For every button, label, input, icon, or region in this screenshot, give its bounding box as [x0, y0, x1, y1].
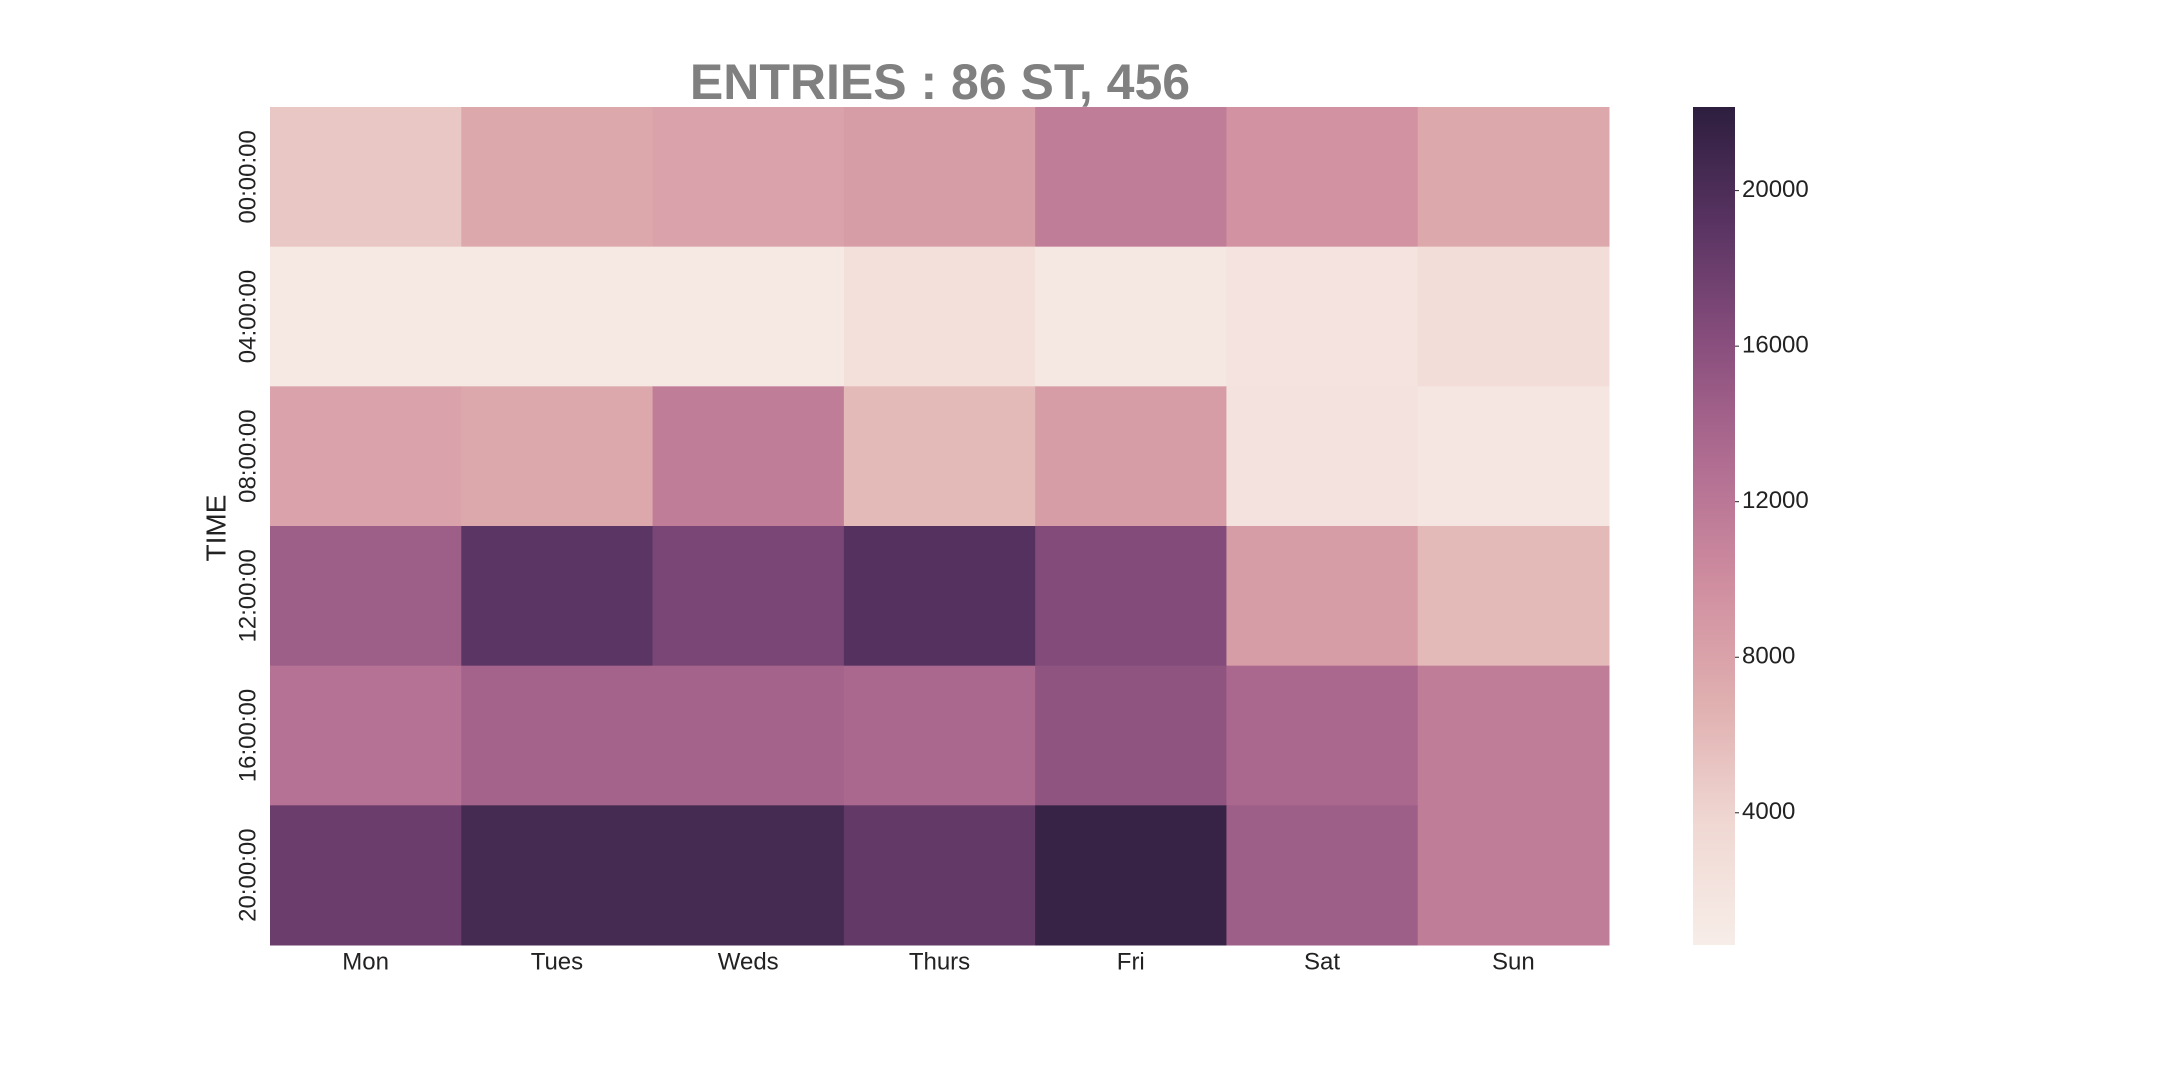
heat-cell [652, 665, 845, 806]
y-tick-label: 04:00:00 [234, 270, 261, 363]
heat-cell [1417, 805, 1610, 946]
heat-cell [270, 386, 462, 527]
y-axis-label: TIME [200, 495, 231, 562]
heat-cell [1417, 665, 1610, 806]
heat-cell [270, 665, 462, 806]
x-tick-label: Weds [718, 948, 779, 975]
colorbar-tick-label: 4000 [1742, 798, 1795, 825]
heat-cell [270, 526, 462, 667]
heat-cell [1035, 246, 1227, 387]
y-tick-label: 12:00:00 [234, 549, 261, 642]
heat-cell [461, 386, 654, 527]
colorbar-tick-label: 16000 [1742, 331, 1809, 358]
heat-cell [1226, 107, 1419, 248]
colorbar-tick-label: 12000 [1742, 487, 1809, 514]
heat-cell [1226, 526, 1419, 667]
colorbar-tick-label: 20000 [1742, 176, 1809, 203]
heat-cell [1035, 665, 1227, 806]
chart-title: ENTRIES : 86 ST, 456 [690, 54, 1190, 110]
heat-cell [843, 107, 1036, 248]
x-tick-label: Mon [342, 948, 389, 975]
heat-cell [270, 246, 462, 387]
heat-cell [1417, 246, 1610, 387]
heat-cell [652, 246, 845, 387]
heat-cell [461, 665, 654, 806]
heat-cell [1226, 386, 1419, 527]
heat-cell [843, 805, 1036, 946]
heat-cell [461, 526, 654, 667]
heat-cell [461, 805, 654, 946]
heat-cell [652, 805, 845, 946]
heat-cell [461, 246, 654, 387]
y-tick-label: 08:00:00 [234, 409, 261, 502]
y-tick-label: 00:00:00 [234, 130, 261, 223]
heat-cell [1226, 805, 1419, 946]
heat-cell [1417, 107, 1610, 248]
x-tick-label: Tues [531, 948, 583, 975]
heat-cell [1226, 246, 1419, 387]
y-tick-label: 20:00:00 [234, 828, 261, 921]
x-tick-label: Fri [1117, 948, 1145, 975]
colorbar-tick-label: 8000 [1742, 643, 1795, 670]
heat-cell [1226, 665, 1419, 806]
y-tick-label: 16:00:00 [234, 689, 261, 782]
heat-cell [461, 107, 654, 248]
x-tick-label: Sat [1304, 948, 1340, 975]
heat-cell [652, 107, 845, 248]
heat-cell [1417, 526, 1610, 667]
heat-cell [270, 805, 462, 946]
heat-cell [1035, 107, 1227, 248]
heat-cell [1035, 805, 1227, 946]
x-tick-label: Sun [1492, 948, 1535, 975]
heat-cell [843, 526, 1036, 667]
x-tick-label: Thurs [909, 948, 970, 975]
heat-cell [1035, 386, 1227, 527]
heat-cell [1035, 526, 1227, 667]
heat-cell [652, 386, 845, 527]
heat-cell [652, 526, 845, 667]
heat-cell [270, 107, 462, 248]
heat-cell [843, 246, 1036, 387]
colorbar [1693, 107, 1735, 945]
heat-cell [843, 665, 1036, 806]
heat-cell [1417, 386, 1610, 527]
heat-cell [843, 386, 1036, 527]
